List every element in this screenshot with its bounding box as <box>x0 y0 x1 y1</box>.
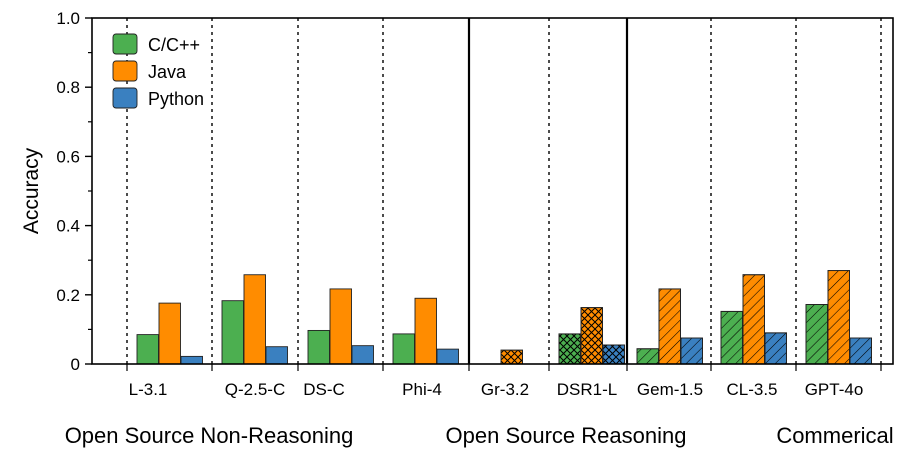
bar-hatch-DSR1-L-C/C++ <box>558 333 581 365</box>
bar-hatch-GPT-4o-C/C++ <box>805 304 828 365</box>
bar-hatch-GPT-4o-Java <box>827 270 850 365</box>
legend-label-Python: Python <box>148 89 204 109</box>
bar-Phi-4-C/C++ <box>392 333 415 365</box>
group-label-1: Open Source Reasoning <box>446 423 687 448</box>
bar-hatch-CL-3.5-Java <box>742 274 765 365</box>
x-tick-label-2: DS-C <box>303 380 345 399</box>
bar-Q-2.5-C-Python <box>265 346 288 365</box>
legend-label-C/C++: C/C++ <box>148 35 200 55</box>
x-tick-label-1: Q-2.5-C <box>225 380 285 399</box>
bar-hatch-DSR1-L-Java <box>580 307 603 365</box>
group-label-0: Open Source Non-Reasoning <box>65 423 354 448</box>
x-tick-label-3: Phi-4 <box>402 380 442 399</box>
legend-swatch-Java <box>112 60 138 82</box>
bar-DS-C-Java <box>329 288 352 365</box>
bar-hatch-GPT-4o-Python <box>849 337 872 365</box>
bar-L-3.1-C/C++ <box>136 334 159 365</box>
legend-label-Java: Java <box>148 62 187 82</box>
group-label-2: Commerical <box>776 423 893 448</box>
bar-hatch-CL-3.5-Python <box>764 332 787 365</box>
y-tick-label-5: 1.0 <box>56 9 80 28</box>
y-tick-label-2: 0.4 <box>56 217 80 236</box>
y-tick-label-3: 0.6 <box>56 147 80 166</box>
legend-swatch-Python <box>112 87 138 109</box>
bar-hatch-CL-3.5-C/C++ <box>720 310 743 365</box>
legend: C/C++ Java Python <box>112 33 204 109</box>
y-tick-label-1: 0.2 <box>56 286 80 305</box>
bar-hatch-Gem-1.5-Java <box>658 288 681 365</box>
legend-swatch-C/C++ <box>112 33 138 55</box>
x-tick-label-8: GPT-4o <box>805 380 864 399</box>
bar-Q-2.5-C-C/C++ <box>221 300 244 365</box>
bar-Q-2.5-C-Java <box>243 274 266 365</box>
x-tick-label-6: Gem-1.5 <box>637 380 703 399</box>
y-tick-label-0: 0 <box>71 355 80 374</box>
x-tick-label-4: Gr-3.2 <box>481 380 529 399</box>
bar-hatch-Gr-3.2-Java <box>500 349 523 365</box>
bar-L-3.1-Java <box>158 302 181 365</box>
x-tick-label-7: CL-3.5 <box>726 380 777 399</box>
bar-hatch-DSR1-L-Python <box>602 344 625 365</box>
x-tick-label-0: L-3.1 <box>129 380 168 399</box>
bar-hatch-Gem-1.5-Python <box>680 337 703 365</box>
y-tick-label-4: 0.8 <box>56 78 80 97</box>
bar-DS-C-Python <box>351 345 374 365</box>
bar-Phi-4-Python <box>436 348 459 365</box>
y-axis-label: Accuracy <box>20 147 43 234</box>
bar-Phi-4-Java <box>414 297 437 365</box>
bar-L-3.1-Python <box>180 355 203 365</box>
x-tick-label-5: DSR1-L <box>557 380 617 399</box>
bar-hatch-Gem-1.5-C/C++ <box>636 348 659 365</box>
bar-DS-C-C/C++ <box>307 329 330 365</box>
